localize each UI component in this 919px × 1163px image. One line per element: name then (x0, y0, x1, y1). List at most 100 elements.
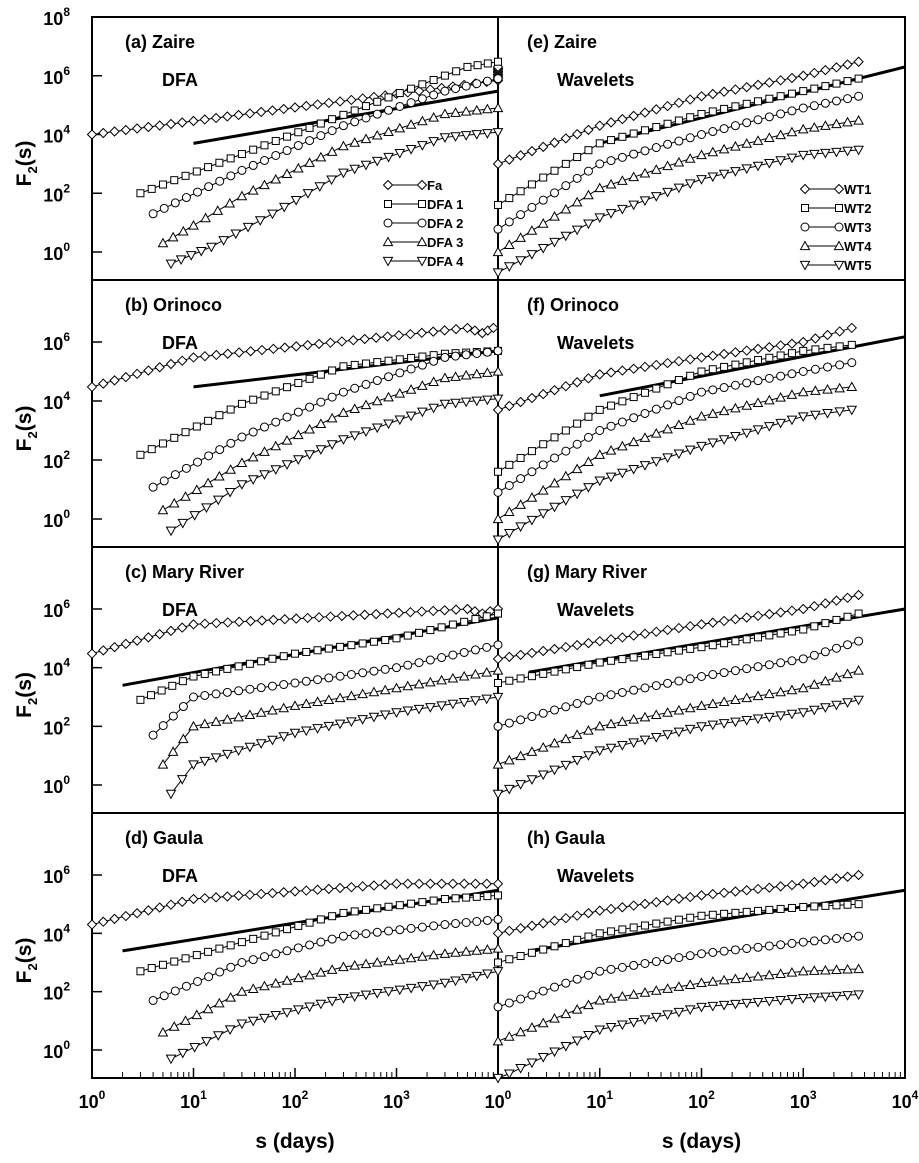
data-point (595, 966, 605, 976)
data-point (617, 1020, 628, 1031)
data-point (395, 355, 404, 364)
data-point (147, 691, 156, 700)
data-point (428, 112, 439, 122)
data-point (98, 645, 109, 656)
data-point (684, 354, 696, 365)
data-point (606, 421, 616, 431)
data-point (503, 754, 515, 765)
data-point (271, 417, 281, 427)
series-circle (493, 91, 864, 234)
series-line (497, 409, 852, 541)
data-point (752, 970, 764, 981)
data-point (617, 113, 628, 125)
data-point (346, 669, 356, 679)
data-point (447, 699, 459, 710)
data-point (797, 412, 809, 422)
data-point (799, 87, 808, 96)
data-point (527, 712, 537, 722)
data-point (358, 639, 367, 648)
data-point (617, 991, 628, 1001)
data-point (383, 126, 394, 136)
data-point (440, 895, 449, 904)
data-point (339, 908, 348, 917)
series-triangle (157, 664, 504, 769)
data-point (754, 906, 763, 915)
data-point (270, 173, 282, 184)
data-point (202, 1003, 214, 1014)
data-point (650, 164, 662, 174)
data-point (248, 160, 258, 170)
data-point (143, 905, 154, 916)
data-point (368, 712, 380, 723)
data-point (798, 603, 809, 615)
data-point (684, 979, 696, 989)
data-point (730, 167, 741, 177)
data-point (549, 502, 560, 513)
data-point (482, 76, 492, 86)
data-point (674, 646, 683, 655)
data-point (742, 378, 752, 388)
data-point (831, 62, 842, 73)
data-point (357, 881, 368, 892)
data-point (639, 735, 651, 746)
data-point (605, 209, 617, 219)
data-point (741, 972, 753, 982)
data-point (450, 371, 461, 381)
data-point (503, 784, 515, 795)
data-point (550, 982, 560, 992)
data-point (639, 898, 651, 910)
data-point (437, 623, 446, 632)
data-point (268, 654, 277, 663)
data-point (271, 928, 280, 937)
y-tick-label: 104 (43, 389, 70, 413)
data-point (357, 715, 369, 725)
data-point (291, 649, 299, 658)
data-point (720, 639, 729, 648)
data-point (199, 718, 211, 729)
data-point (504, 925, 515, 937)
data-point (820, 120, 831, 130)
data-point (820, 598, 831, 609)
series-triangle-down (492, 695, 864, 800)
data-point (572, 173, 582, 183)
data-point (289, 700, 301, 710)
data-point (831, 147, 842, 158)
data-point (846, 322, 858, 334)
data-point (267, 735, 278, 746)
data-point (832, 615, 841, 624)
data-point (395, 368, 405, 378)
data-point (833, 260, 845, 271)
data-point (674, 116, 683, 125)
data-point (109, 913, 120, 925)
data-point (515, 522, 526, 533)
data-point (640, 146, 650, 156)
data-point (538, 195, 548, 205)
data-point (471, 971, 483, 982)
data-point (823, 362, 833, 372)
data-point (719, 383, 729, 393)
data-point (742, 944, 752, 954)
data-point (720, 104, 729, 113)
data-point (786, 338, 798, 349)
data-point (349, 137, 361, 147)
data-point (226, 438, 236, 448)
data-point (221, 749, 233, 760)
panel-title: (f) Orinoco (527, 295, 619, 315)
data-point (492, 365, 504, 376)
data-point (650, 732, 662, 743)
data-point (741, 164, 753, 175)
data-point (334, 692, 346, 703)
data-point (834, 222, 844, 232)
data-point (373, 358, 382, 367)
data-point (831, 118, 842, 129)
data-point (831, 643, 841, 653)
data-point (211, 617, 222, 629)
data-point (787, 656, 797, 666)
data-point (651, 359, 662, 371)
data-point (493, 721, 503, 731)
data-point (168, 497, 180, 508)
data-point (786, 879, 798, 891)
data-point (594, 994, 606, 1005)
data-point (482, 347, 492, 357)
y-tick-label: 102 (43, 448, 70, 472)
